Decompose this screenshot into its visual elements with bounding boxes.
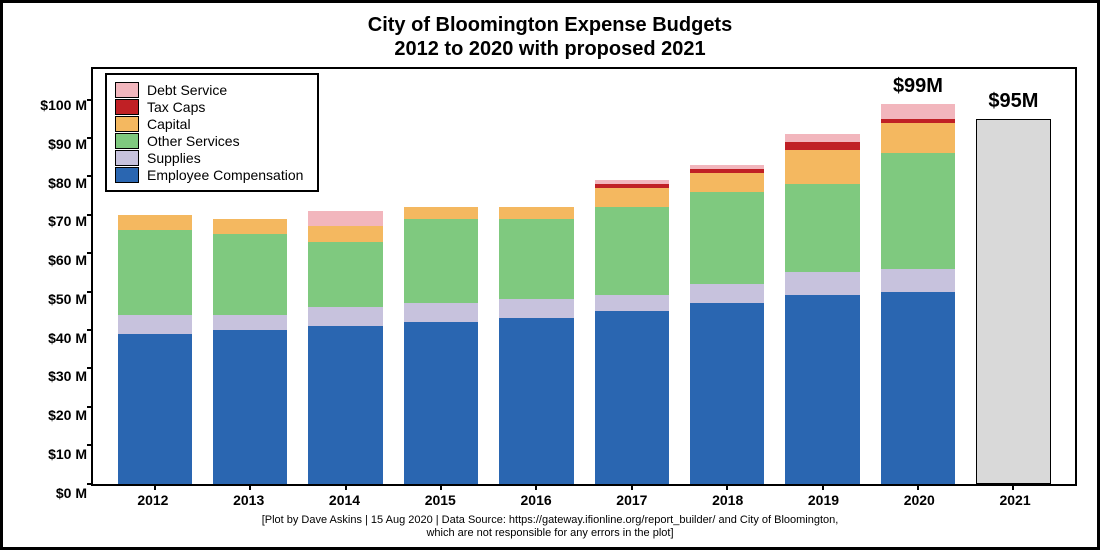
caption-line-2: which are not responsible for any errors… [23,527,1077,541]
bar-segment [404,322,478,483]
bar-segment [690,192,764,284]
bar-slot [393,69,488,484]
bar [785,69,859,484]
legend-item: Tax Caps [115,99,303,115]
caption: [Plot by Dave Askins | 15 Aug 2020 | Dat… [23,514,1077,542]
bar-slot: $99M [870,69,965,484]
bar-segment [499,207,573,219]
plot-panel: Debt ServiceTax CapsCapitalOther Service… [91,67,1077,486]
bar-segment [213,315,287,330]
bar-segment [881,292,955,484]
chart-title: City of Bloomington Expense Budgets 2012… [23,13,1077,61]
title-line-2: 2012 to 2020 with proposed 2021 [23,37,1077,61]
bar-segment [785,150,859,185]
legend-label: Employee Compensation [147,167,303,183]
bar-segment [308,326,382,483]
bar-segment [308,211,382,226]
bar-segment [595,311,669,484]
legend-swatch [115,82,139,98]
bar-segment [404,207,478,219]
legend: Debt ServiceTax CapsCapitalOther Service… [105,73,319,192]
bar-segment [785,272,859,295]
legend-item: Employee Compensation [115,167,303,183]
bar-segment [881,269,955,292]
bar [881,69,955,484]
bar-slot [489,69,584,484]
bar-slot [775,69,870,484]
title-line-1: City of Bloomington Expense Budgets [23,13,1077,37]
legend-swatch [115,150,139,166]
bar-segment [499,299,573,318]
legend-label: Other Services [147,133,240,149]
bar-segment [308,307,382,326]
bar-slot [584,69,679,484]
bar-segment [595,188,669,207]
legend-swatch [115,116,139,132]
bar-segment [881,104,955,119]
bar-segment [690,303,764,483]
legend-label: Capital [147,116,191,132]
legend-label: Supplies [147,150,201,166]
y-axis: $100 M$90 M$80 M$70 M$60 M$50 M$40 M$30 … [23,67,91,486]
bar [595,69,669,484]
bar-segment [213,330,287,484]
x-ticks [93,484,1075,490]
legend-item: Supplies [115,150,303,166]
bar-segment [118,215,192,230]
bar-segment [213,234,287,315]
bar-slot [679,69,774,484]
chart-frame: City of Bloomington Expense Budgets 2012… [0,0,1100,550]
bar [690,69,764,484]
bar-segment [690,284,764,303]
bar-segment [499,318,573,483]
caption-line-1: [Plot by Dave Askins | 15 Aug 2020 | Dat… [23,514,1077,528]
legend-label: Debt Service [147,82,227,98]
bar-segment [213,219,287,234]
legend-item: Other Services [115,133,303,149]
bar-segment-proposed [976,119,1050,484]
bar-segment [785,295,859,483]
bar [976,69,1050,484]
bar-segment [881,153,955,268]
bar-segment [118,334,192,484]
legend-swatch [115,133,139,149]
bar-segment [308,226,382,241]
legend-swatch [115,99,139,115]
bar-segment [308,242,382,307]
bar-segment [118,315,192,334]
bar-segment [881,123,955,154]
legend-item: Debt Service [115,82,303,98]
bar-segment [595,207,669,295]
bar-slot: $95M [966,69,1061,484]
bar-segment [499,219,573,300]
bar-segment [404,219,478,303]
legend-item: Capital [115,116,303,132]
plot-area: $100 M$90 M$80 M$70 M$60 M$50 M$40 M$30 … [23,67,1077,486]
bar-segment [595,295,669,310]
bar [499,69,573,484]
legend-swatch [115,167,139,183]
bar-segment [118,230,192,314]
bar-segment [690,173,764,192]
legend-label: Tax Caps [147,99,205,115]
bar-segment [785,184,859,272]
bar-segment [404,303,478,322]
bar [308,69,382,484]
bar [404,69,478,484]
bar-segment [785,142,859,150]
bar-segment [785,134,859,142]
